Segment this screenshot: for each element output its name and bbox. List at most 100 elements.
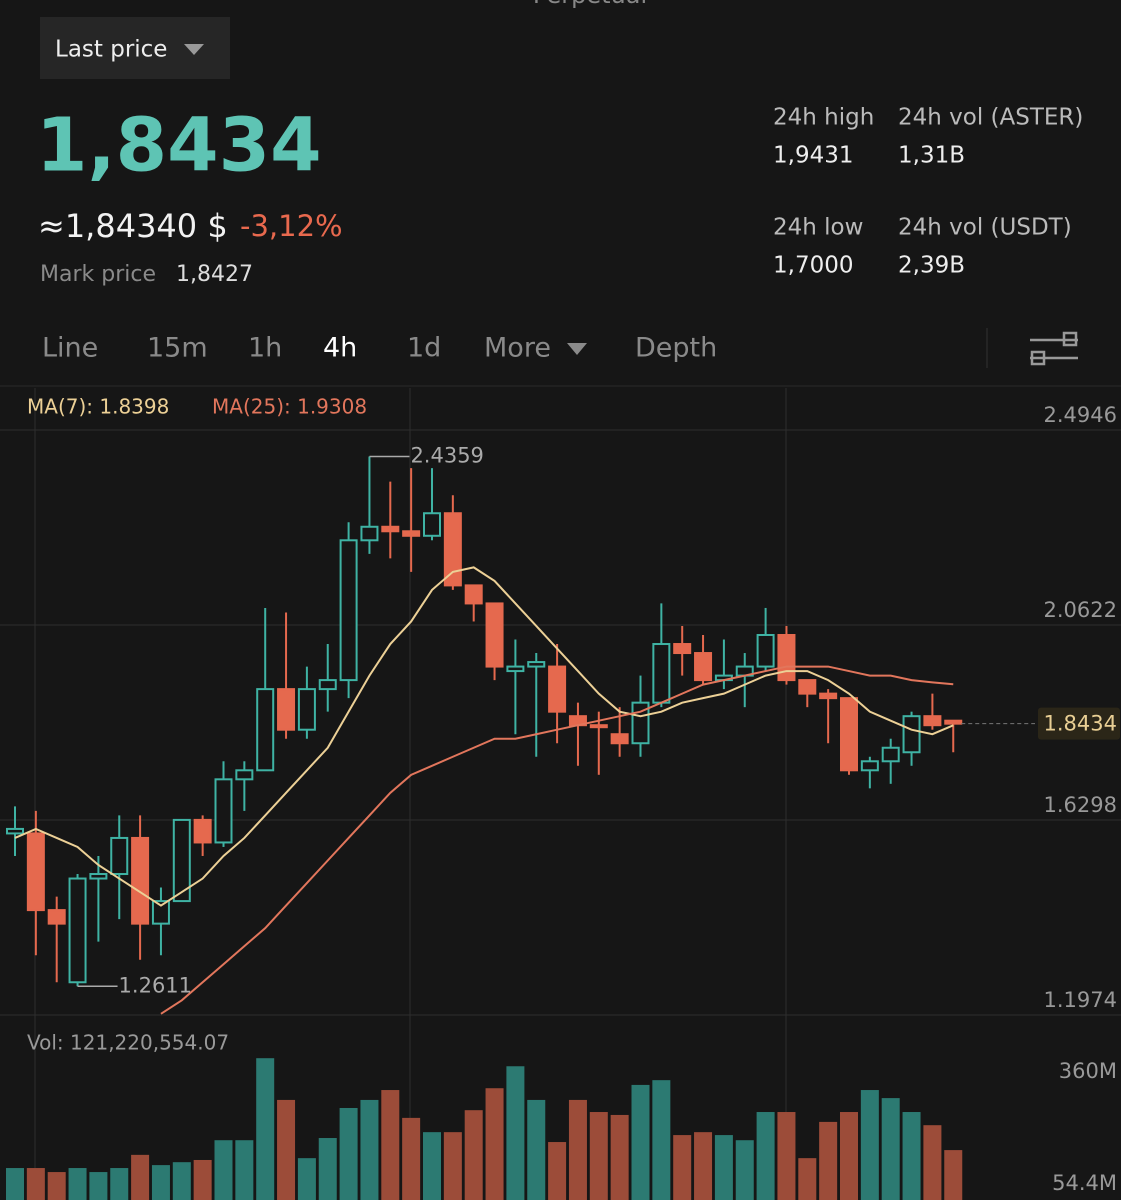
candle-body — [944, 719, 963, 725]
candle-body — [840, 697, 858, 772]
candle-body — [131, 836, 150, 925]
dropdown-arrow — [567, 343, 587, 355]
y-tick-label: 2.4946 — [1044, 403, 1117, 427]
ma-line — [14, 566, 954, 907]
candle-body — [798, 679, 817, 695]
volume-bar — [548, 1142, 567, 1200]
page-title: Perpetual — [533, 0, 647, 9]
dropdown-arrow — [184, 44, 204, 55]
candle-body — [652, 643, 671, 704]
volume-bar — [89, 1172, 108, 1200]
candle-body — [548, 665, 567, 713]
volume-bar — [902, 1112, 921, 1200]
last-price-tag — [1038, 707, 1120, 740]
candle-body — [819, 692, 838, 700]
tab[interactable]: 15m — [147, 333, 208, 364]
volume-bar — [381, 1090, 400, 1200]
volume-bar — [151, 1165, 170, 1200]
price-type: Last price — [55, 37, 167, 63]
volume-bar — [881, 1098, 900, 1200]
candle-body — [464, 584, 483, 605]
y-tick-label: 1.6298 — [1044, 793, 1117, 817]
candle-body — [881, 746, 900, 763]
volume-bar — [360, 1099, 379, 1200]
volume-bar — [589, 1112, 608, 1200]
mark-price-label: Mark price — [40, 262, 156, 287]
candle-body — [214, 778, 233, 844]
tab[interactable]: Line — [42, 333, 98, 364]
stat-value: 1,31B — [898, 143, 965, 169]
legend-entry: MA(7): 1.8398 — [27, 395, 169, 419]
candle-body — [277, 688, 296, 731]
last-price: 1,8434 — [36, 103, 322, 189]
candle-body — [339, 539, 358, 682]
y-tick-label: 1.1974 — [1044, 988, 1117, 1012]
candle-body — [318, 679, 337, 691]
stat-value: 1,9431 — [773, 143, 853, 169]
tab[interactable]: Depth — [635, 333, 717, 364]
tab[interactable]: More — [484, 333, 551, 364]
volume-tick-label: 54.4M — [1052, 1171, 1117, 1195]
volume-bar — [798, 1158, 817, 1200]
tab[interactable]: 1h — [248, 333, 282, 364]
stat-label: 24h vol (ASTER) — [898, 105, 1083, 131]
settings-icon[interactable] — [1030, 331, 1078, 366]
volume-bar — [68, 1168, 87, 1200]
candle-body — [256, 688, 275, 772]
candle-body — [26, 832, 45, 912]
volume-bar — [47, 1172, 66, 1200]
volume-bar — [339, 1107, 358, 1200]
stat-value: 1,7000 — [773, 253, 853, 279]
annotation: 1.2611 — [119, 973, 192, 997]
volume-bar — [193, 1159, 212, 1200]
candle-body — [527, 661, 546, 668]
candle-body — [89, 873, 108, 880]
stat-value: 2,39B — [898, 253, 965, 279]
candle-body — [694, 652, 713, 682]
volume-bar — [26, 1168, 45, 1200]
candle-body — [110, 836, 129, 876]
candle-body — [402, 530, 421, 537]
stat-label: 24h vol (USDT) — [898, 215, 1072, 241]
candle-body — [151, 900, 170, 925]
candle-body — [360, 525, 379, 542]
legend-entry: MA(25): 1.9308 — [212, 395, 367, 419]
volume-bar — [631, 1084, 650, 1200]
candle-body — [756, 634, 775, 668]
candle-body — [193, 818, 212, 844]
price-change: -3,12% — [240, 209, 343, 243]
volume-bar — [756, 1112, 775, 1200]
volume-bar — [172, 1162, 191, 1200]
candle-body — [673, 643, 692, 655]
tab[interactable]: 4h — [323, 333, 357, 364]
candle-body — [6, 827, 24, 835]
annotation: 2.4359 — [410, 443, 483, 467]
candle-body — [506, 665, 525, 673]
volume-bar — [235, 1140, 254, 1200]
candle-body — [443, 512, 462, 587]
volume-bar — [610, 1114, 629, 1200]
volume-bar — [714, 1135, 733, 1200]
volume-bar — [819, 1121, 838, 1200]
candle-body — [923, 715, 942, 727]
ma-line — [160, 665, 954, 1015]
volume-bar — [485, 1088, 504, 1200]
tab[interactable]: 1d — [407, 333, 441, 364]
volume-bar — [506, 1066, 525, 1200]
volume-bar — [6, 1168, 24, 1200]
volume-bar — [735, 1140, 754, 1200]
candle-body — [860, 760, 879, 772]
candle-body — [68, 877, 87, 984]
stat-label: 24h high — [773, 105, 874, 131]
candle-body — [589, 724, 608, 729]
volume-bar — [402, 1117, 421, 1200]
candle-body — [777, 634, 796, 682]
volume-bar — [423, 1132, 441, 1200]
volume-bar — [860, 1090, 879, 1200]
volume-bar — [673, 1135, 692, 1200]
candle-body — [610, 733, 629, 745]
volume-bar — [214, 1140, 233, 1200]
volume-bar — [256, 1058, 275, 1200]
